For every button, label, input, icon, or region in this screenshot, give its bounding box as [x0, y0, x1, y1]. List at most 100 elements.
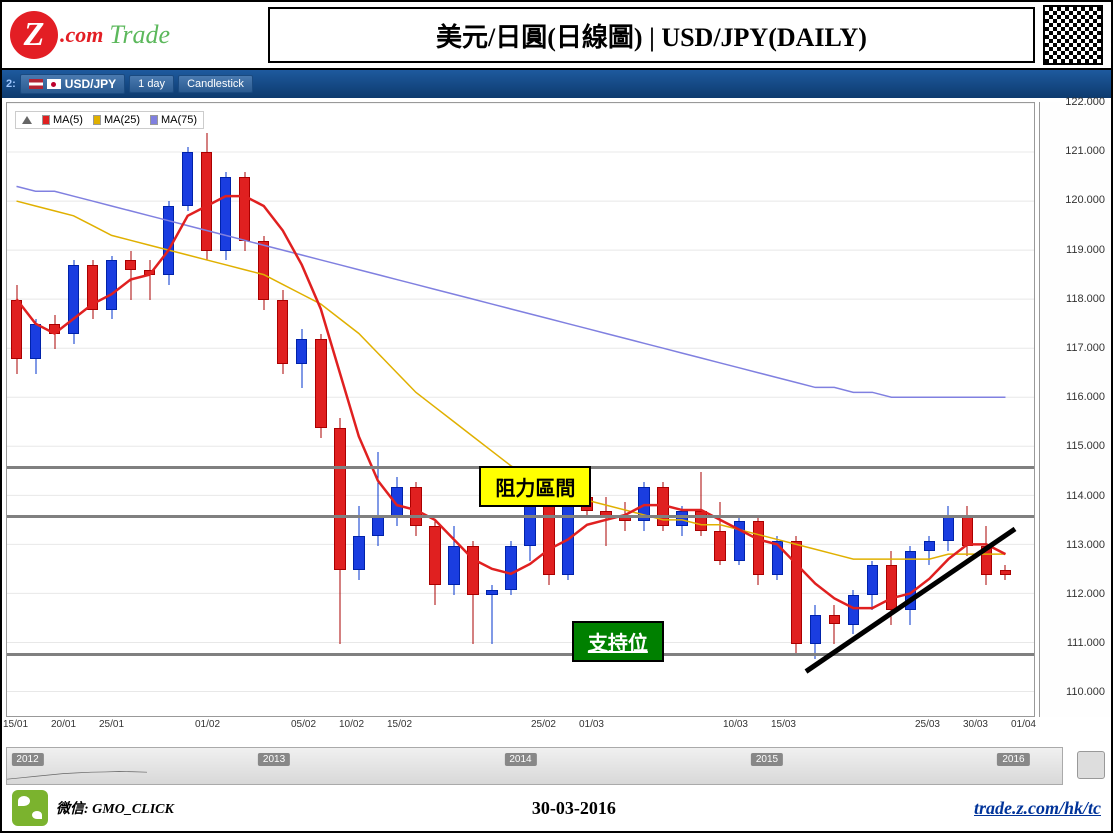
candle: [182, 147, 193, 211]
timeline-scrubber[interactable]: 20122013201420152016: [6, 747, 1063, 785]
ma25-legend: MA(25): [93, 114, 140, 126]
wechat-block: 微信: GMO_CLICK: [12, 790, 174, 826]
candle: [734, 516, 745, 565]
qr-code-icon: [1043, 5, 1103, 65]
timeline-year: 2016: [997, 753, 1029, 766]
wechat-icon: [12, 790, 48, 826]
candle: [753, 516, 764, 585]
toolbar-badge: 2:: [6, 78, 16, 90]
footer: 微信: GMO_CLICK 30-03-2016 trade.z.com/hk/…: [0, 785, 1113, 833]
x-tick-label: 10/02: [339, 719, 364, 730]
candle: [924, 536, 935, 566]
candle: [277, 290, 288, 374]
pair-selector[interactable]: USD/JPY: [20, 74, 125, 94]
y-tick-label: 116.000: [1066, 391, 1105, 403]
y-tick-label: 121.000: [1065, 145, 1105, 157]
footer-url[interactable]: trade.z.com/hk/tc: [974, 798, 1101, 819]
candle: [106, 256, 117, 320]
candle: [220, 172, 231, 261]
candle: [600, 497, 611, 546]
y-tick-label: 120.000: [1065, 194, 1105, 206]
timeline-handle-icon[interactable]: [1077, 751, 1105, 779]
ma75-legend: MA(75): [150, 114, 197, 126]
candle: [258, 236, 269, 310]
y-axis: 110.000 111.000 112.000 113.000 114.000 115.0…: [1039, 102, 1111, 717]
candle: [429, 521, 440, 605]
candle: [791, 536, 802, 654]
candle: [68, 260, 79, 344]
candle: [296, 329, 307, 388]
plot-area: MA(5) MA(25) MA(75) 阻力區間 支持位 112.523 112…: [2, 98, 1111, 745]
horizontal-level: [7, 653, 1034, 656]
y-tick-label: 117.000: [1066, 342, 1105, 354]
candle: [981, 526, 992, 585]
triangle-icon: [22, 116, 32, 124]
timeline-year: 2014: [504, 753, 536, 766]
candle: [505, 541, 516, 595]
x-tick-label: 25/01: [99, 719, 124, 730]
x-tick-label: 25/03: [915, 719, 940, 730]
timeline-year: 2015: [751, 753, 783, 766]
footer-date: 30-03-2016: [532, 798, 616, 819]
y-tick-label: 112.000: [1066, 588, 1105, 600]
horizontal-level: [7, 515, 1034, 518]
candle: [334, 418, 345, 644]
candle: [943, 506, 954, 550]
candle: [410, 482, 421, 536]
logo-trade-text: Trade: [109, 20, 170, 50]
candle: [448, 526, 459, 595]
logo: Z .com Trade: [10, 11, 260, 59]
y-tick-label: 114.000: [1066, 490, 1105, 502]
x-tick-label: 25/02: [531, 719, 556, 730]
jp-flag-icon: [47, 79, 61, 89]
logo-com-text: .com: [60, 22, 103, 48]
pair-label: USD/JPY: [65, 77, 116, 91]
candle: [695, 472, 706, 536]
candle: [49, 315, 60, 349]
chart-title: 美元/日圓(日線圖) | USD/JPY(DAILY): [436, 17, 867, 54]
chart-panel: 2: USD/JPY 1 day Candlestick MA(5) MA(25…: [0, 70, 1113, 785]
x-tick-label: 20/01: [51, 719, 76, 730]
y-tick-label: 113.000: [1066, 539, 1105, 551]
plot-inner[interactable]: MA(5) MA(25) MA(75) 阻力區間 支持位 112.523 112…: [6, 102, 1035, 717]
candle: [163, 201, 174, 285]
y-tick-label: 110.000: [1066, 686, 1105, 698]
chart-toolbar: 2: USD/JPY 1 day Candlestick: [2, 70, 1111, 98]
x-tick-label: 10/03: [723, 719, 748, 730]
support-annotation: 支持位: [572, 621, 664, 662]
title-box: 美元/日圓(日線圖) | USD/JPY(DAILY): [268, 7, 1035, 63]
x-tick-label: 15/03: [771, 719, 796, 730]
timeframe-selector[interactable]: 1 day: [129, 75, 174, 93]
x-axis: 15/0120/0125/0101/0205/0210/0215/0225/02…: [6, 717, 1035, 745]
candle: [315, 334, 326, 437]
wechat-label: 微信: GMO_CLICK: [56, 798, 174, 818]
candle: [867, 561, 878, 610]
timeline-year: 2013: [258, 753, 290, 766]
candle: [391, 477, 402, 526]
ma-legend: MA(5) MA(25) MA(75): [15, 111, 204, 129]
candle: [87, 260, 98, 319]
candle: [125, 251, 136, 300]
candle: [657, 482, 668, 531]
us-flag-icon: [29, 79, 43, 89]
candle: [486, 585, 497, 644]
x-tick-label: 01/03: [579, 719, 604, 730]
candle: [810, 605, 821, 659]
y-tick-label: 122.000: [1065, 96, 1105, 108]
candle: [676, 506, 687, 536]
x-tick-label: 30/03: [963, 719, 988, 730]
candle: [848, 590, 859, 634]
x-tick-label: 01/04: [1011, 719, 1036, 730]
candle: [1000, 565, 1011, 580]
ma5-legend: MA(5): [42, 114, 83, 126]
charttype-selector[interactable]: Candlestick: [178, 75, 253, 93]
logo-z-icon: Z: [10, 11, 58, 59]
x-tick-label: 15/02: [387, 719, 412, 730]
candle: [905, 546, 916, 625]
x-tick-label: 15/01: [3, 719, 28, 730]
sparkline: [7, 768, 147, 782]
candle: [11, 285, 22, 374]
y-tick-label: 111.000: [1067, 637, 1105, 649]
candle: [962, 506, 973, 555]
y-tick-label: 115.000: [1066, 440, 1105, 452]
